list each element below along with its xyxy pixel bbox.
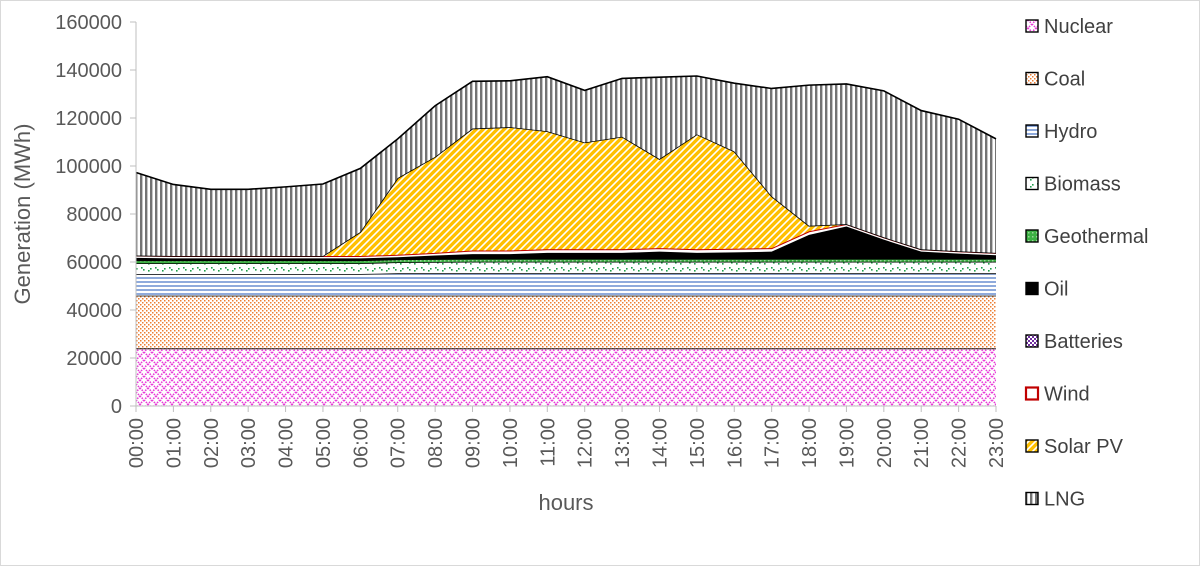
area-oil: [136, 226, 996, 261]
legend-label: Batteries: [1044, 331, 1123, 353]
x-tick-label: 15:00: [687, 418, 709, 468]
legend-label: Wind: [1044, 384, 1090, 406]
legend-label: Coal: [1044, 69, 1085, 91]
x-tick-label: 16:00: [724, 418, 746, 468]
legend-label: LNG: [1044, 489, 1085, 511]
x-tick-label: 11:00: [537, 418, 559, 467]
y-tick-label: 40000: [66, 300, 122, 322]
y-tick-label: 140000: [55, 60, 122, 82]
legend-swatch: [1025, 71, 1039, 86]
legend-item-hydro: Hydro: [1025, 121, 1097, 143]
legend-item-coal: Coal: [1025, 69, 1085, 91]
y-tick-label: 20000: [66, 348, 122, 370]
x-tick-label: 03:00: [238, 418, 260, 468]
x-tick-label: 08:00: [425, 418, 447, 468]
y-tick-label: 120000: [55, 108, 122, 130]
y-tick-label: 0: [111, 396, 122, 418]
area-lng: [136, 76, 996, 256]
x-tick-label: 07:00: [388, 418, 410, 468]
x-tick-label: 13:00: [612, 418, 634, 468]
legend-swatch: [1025, 439, 1039, 453]
legend-swatch: [1025, 124, 1039, 138]
area-solar-pv: [136, 127, 996, 257]
x-tick-label: 02:00: [201, 418, 223, 468]
legend-item-batteries: Batteries: [1025, 331, 1123, 353]
x-tick-label: 19:00: [836, 418, 858, 468]
y-tick-label: 60000: [66, 252, 122, 274]
x-tick-label: 10:00: [500, 418, 522, 468]
legend-swatch: [1025, 229, 1039, 243]
x-tick-label: 17:00: [762, 418, 784, 468]
x-tick-label: 14:00: [649, 418, 671, 468]
x-tick-label: 04:00: [276, 418, 298, 468]
x-tick-label: 05:00: [313, 418, 335, 468]
area-coal: [136, 295, 996, 349]
x-tick-label: 22:00: [949, 418, 971, 468]
legend-item-biomass: Biomass: [1025, 174, 1121, 196]
legend-swatch: [1025, 491, 1039, 506]
x-tick-label: 12:00: [575, 418, 597, 468]
legend-label: Solar PV: [1044, 436, 1124, 458]
area-geothermal: [136, 258, 996, 264]
legend-label: Nuclear: [1044, 16, 1113, 38]
legend-label: Hydro: [1044, 121, 1097, 143]
y-axis-title: Generation (MWh): [10, 124, 35, 305]
legend-label: Oil: [1044, 279, 1068, 301]
legend-swatch: [1025, 281, 1039, 296]
x-tick-label: 20:00: [874, 418, 896, 468]
legend-label: Biomass: [1044, 174, 1121, 196]
legend-item-wind: Wind: [1024, 384, 1090, 406]
legend-swatch: [1024, 386, 1040, 401]
line-lng: [135, 75, 997, 191]
y-tick-label: 100000: [55, 156, 122, 178]
x-tick-label: 06:00: [350, 418, 372, 468]
legend-swatch: [1025, 176, 1039, 191]
legend-label: Geothermal: [1044, 226, 1149, 248]
x-tick-label: 18:00: [799, 418, 821, 468]
area-biomass: [136, 261, 996, 274]
x-tick-label: 23:00: [986, 418, 1008, 468]
x-tick-label: 09:00: [463, 418, 485, 468]
x-axis-title: hours: [538, 490, 593, 515]
legend-swatch: [1025, 334, 1039, 348]
area-hydro: [136, 273, 996, 296]
legend-item-geothermal: Geothermal: [1025, 226, 1149, 248]
legend-swatch: [1025, 19, 1039, 33]
legend-item-solar-pv: Solar PV: [1025, 436, 1124, 458]
y-tick-label: 80000: [66, 204, 122, 226]
x-tick-label: 01:00: [163, 418, 185, 468]
legend-item-lng: LNG: [1025, 489, 1085, 511]
x-tick-label: 00:00: [126, 418, 148, 468]
legend-item-oil: Oil: [1025, 279, 1068, 301]
legend-item-nuclear: Nuclear: [1025, 16, 1113, 38]
y-tick-label: 160000: [55, 12, 122, 34]
area-nuclear: [136, 348, 996, 406]
area-wind: [136, 224, 996, 259]
x-tick-label: 21:00: [911, 418, 933, 468]
